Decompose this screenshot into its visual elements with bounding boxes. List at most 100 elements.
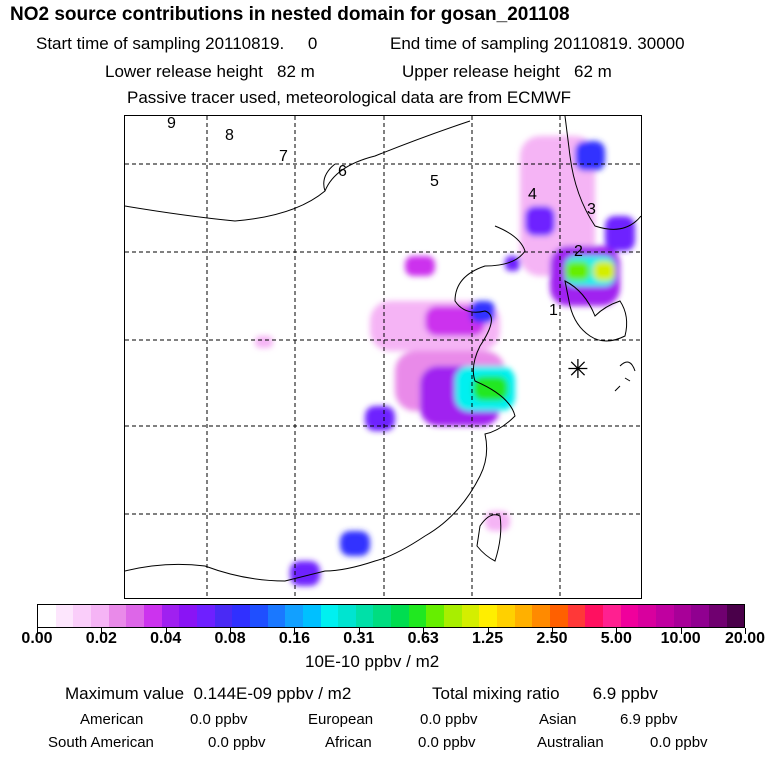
grid-lines (125, 116, 641, 598)
chart-title: NO2 source contributions in nested domai… (10, 4, 570, 25)
colorbar-label: 2.50 (536, 630, 568, 647)
colorbar-swatch (38, 605, 56, 627)
colorbar-tick (230, 628, 232, 634)
colorbar-swatch (285, 605, 303, 627)
colorbar-swatch (161, 605, 180, 627)
colorbar-label: 0.63 (407, 630, 439, 647)
region-south-american-name: South American (48, 734, 154, 751)
sector-label-8: 8 (225, 127, 234, 144)
colorbar-swatch (90, 605, 109, 627)
colorbar-label: 0.04 (150, 630, 182, 647)
colorbar-swatch (532, 605, 551, 627)
colorbar-swatch (232, 605, 250, 627)
colorbar-tick (551, 628, 553, 634)
end-time-label: End time of sampling 20110819. 30000 (390, 34, 685, 53)
colorbar-tick (101, 628, 103, 634)
sector-label-4: 4 (528, 186, 537, 203)
colorbar-label: 1.25 (471, 630, 504, 647)
colorbar-label: 0.00 (21, 630, 53, 647)
sector-label-5: 5 (430, 173, 439, 190)
coastline-china (125, 225, 526, 582)
colorbar-tick (423, 628, 425, 634)
coastline-korea (564, 280, 628, 342)
lower-release-label: Lower release height 82 m (105, 62, 315, 81)
colorbar-swatch (108, 605, 127, 627)
colorbar (37, 604, 745, 628)
colorbar-label: 0.02 (85, 630, 117, 647)
colorbar-swatch (302, 605, 321, 627)
colorbar-units: 10E-10 ppbv / m2 (305, 652, 440, 671)
colorbar-tick (487, 628, 489, 634)
colorbar-swatch (567, 605, 586, 627)
sector-label-9: 9 (167, 115, 176, 132)
colorbar-swatch (514, 605, 533, 627)
colorbar-label: 10.00 (660, 630, 701, 647)
colorbar-swatch (267, 605, 286, 627)
colorbar-swatch (620, 605, 639, 627)
region-australian-name: Australian (537, 734, 604, 751)
map-panel: 1 2 3 4 5 6 7 8 9 ✳ (124, 115, 642, 599)
colorbar-label: 0.08 (214, 630, 246, 647)
tracer-note: Passive tracer used, meteorological data… (127, 88, 572, 107)
colorbar-tick (358, 628, 360, 634)
colorbar-swatch (73, 605, 91, 627)
sector-label-6: 6 (338, 163, 347, 180)
plume-field (255, 136, 635, 586)
colorbar-tick (165, 628, 167, 634)
receptor-marker: ✳ (567, 354, 589, 384)
region-asian-name: Asian (539, 711, 577, 728)
coastline-islands (614, 361, 636, 392)
colorbar-swatch (373, 605, 392, 627)
colorbar-swatch (479, 605, 498, 627)
sector-label-2: 2 (574, 243, 583, 260)
colorbar-swatch (179, 605, 197, 627)
colorbar-tick (616, 628, 618, 634)
colorbar-swatch (444, 605, 462, 627)
colorbar-swatch (143, 605, 162, 627)
colorbar-swatch (673, 605, 692, 627)
region-african-value: 0.0 ppbv (418, 734, 476, 751)
region-american-value: 0.0 ppbv (190, 711, 248, 728)
colorbar-swatch (320, 605, 339, 627)
region-european-value: 0.0 ppbv (420, 711, 478, 728)
colorbar-swatch (355, 605, 374, 627)
colorbar-swatch (708, 605, 727, 627)
colorbar-label: 0.31 (343, 630, 375, 647)
colorbar-swatch (338, 605, 356, 627)
colorbar-tick (294, 628, 296, 634)
colorbar-swatch (638, 605, 656, 627)
colorbar-swatch (408, 605, 427, 627)
colorbar-swatch (691, 605, 709, 627)
total-mixing-label: Total mixing ratio 6.9 ppbv (432, 684, 658, 703)
region-european-name: European (308, 711, 374, 728)
colorbar-swatch (196, 605, 215, 627)
colorbar-label: 5.00 (600, 630, 632, 647)
colorbar-tick (680, 628, 682, 634)
colorbar-tick (745, 628, 746, 634)
region-american-name: American (80, 711, 144, 728)
region-australian-value: 0.0 ppbv (650, 734, 708, 751)
colorbar-swatch (655, 605, 674, 627)
sector-label-3: 3 (587, 201, 596, 218)
colorbar-swatch (55, 605, 74, 627)
coastline-taiwan (476, 514, 502, 562)
start-time-label: Start time of sampling 20110819. 0 (36, 34, 318, 53)
map-canvas (125, 116, 641, 598)
colorbar-swatch (585, 605, 603, 627)
region-african-name: African (325, 734, 372, 751)
colorbar-swatch (726, 605, 745, 627)
sector-label-1: 1 (549, 302, 558, 319)
colorbar-swatch (461, 605, 480, 627)
sector-label-7: 7 (279, 148, 288, 165)
colorbar-swatch (550, 605, 568, 627)
colorbar-swatch (603, 605, 621, 627)
colorbar-swatch (497, 605, 515, 627)
region-asian-value: 6.9 ppbv (620, 711, 678, 728)
colorbar-swatch (126, 605, 144, 627)
coastline-north (125, 120, 471, 222)
colorbar-swatch (391, 605, 409, 627)
max-value-label: Maximum value 0.144E-09 ppbv / m2 (65, 684, 352, 703)
region-south-american-value: 0.0 ppbv (208, 734, 266, 751)
coastline-northeast (564, 116, 641, 230)
colorbar-tick (37, 628, 38, 634)
